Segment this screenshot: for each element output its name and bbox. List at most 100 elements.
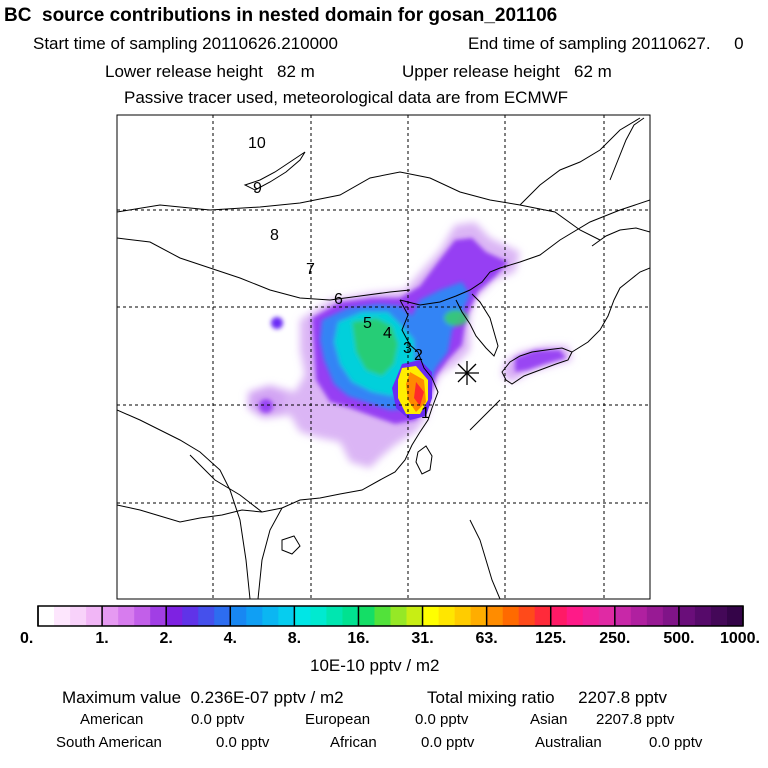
- trajectory-point-1: 1: [421, 405, 430, 422]
- colorbar-segment: [310, 606, 327, 626]
- baikal: [243, 151, 306, 191]
- african-value: 0.0 pptv: [421, 734, 475, 751]
- colorbar-segment: [438, 606, 455, 626]
- colorbar-segment: [646, 606, 664, 626]
- colorbar-segment: [726, 606, 744, 626]
- japan-hokkaido: [591, 227, 650, 247]
- colorbar-segment: [70, 606, 87, 626]
- colorbar-segment: [86, 606, 103, 626]
- south-american-value: 0.0 pptv: [216, 734, 270, 751]
- plume-blob-west: [271, 317, 283, 329]
- end-time-label: End time of sampling 20110627. 0: [468, 34, 744, 53]
- colorbar-segment: [342, 606, 359, 626]
- colorbar-segment: [38, 606, 55, 626]
- trajectory-point-9: 9: [253, 180, 262, 197]
- colorbar-segment: [54, 606, 71, 626]
- colorbar-segment: [150, 606, 167, 626]
- colorbar-tick-label: 2.: [160, 630, 173, 647]
- colorbar-tick-label: 63.: [476, 630, 498, 647]
- colorbar-segment: [374, 606, 391, 626]
- trajectory-point-10: 10: [248, 135, 266, 152]
- vietnam-coast: [257, 507, 283, 599]
- plume-hotspot: [392, 360, 432, 420]
- inner-border: [117, 237, 411, 301]
- colorbar-segment: [678, 606, 696, 626]
- map-frame: [116, 114, 651, 600]
- plume-inner-layer: [320, 282, 470, 410]
- european-value: 0.0 pptv: [415, 711, 469, 728]
- trajectory-point-5: 5: [363, 315, 372, 332]
- colorbar-segment: [710, 606, 728, 626]
- colorbar-tick-labels: 0. 1. 2. 4. 8. 16. 31. 63. 125. 250. 500. 1000.: [20, 630, 760, 647]
- american-label: American: [80, 711, 144, 728]
- colorbar-segment: [294, 606, 311, 626]
- colorbar-segment: [214, 606, 231, 626]
- colorbar-segment: [694, 606, 712, 626]
- colorbar-segment: [422, 606, 439, 626]
- asian-label: Asian: [530, 711, 568, 728]
- plume-japan-mid: [515, 350, 566, 372]
- colorbar-tick-label: 4.: [224, 630, 237, 647]
- china-east-coast: [117, 299, 439, 523]
- upper-release-label: Upper release height 62 m: [402, 62, 612, 81]
- colorbar-segment: [518, 606, 535, 626]
- japan-honshu: [571, 267, 650, 353]
- plume-green: [352, 318, 398, 376]
- colorbar-segment: [550, 606, 568, 626]
- asian-value: 2207.8 pptv: [596, 711, 675, 728]
- philippines: [469, 519, 501, 599]
- japan-kyushu: [501, 347, 573, 385]
- colorbar-segment: [614, 606, 632, 626]
- colorbar-segment: [662, 606, 680, 626]
- colorbar-unit-label: 10E-10 pptv / m2: [310, 656, 440, 675]
- colorbar-segment: [534, 606, 552, 626]
- colorbar-segment: [278, 606, 295, 626]
- african-label: African: [330, 734, 377, 751]
- european-label: European: [305, 711, 371, 728]
- plume-hotspot-red: [414, 382, 424, 406]
- colorbar-segment: [230, 606, 247, 626]
- colorbar-segment: [262, 606, 279, 626]
- plume-blob-sw: [259, 399, 273, 413]
- south-american-label: South American: [56, 734, 162, 751]
- trajectory-point-3: 3: [403, 340, 412, 357]
- map-title: BC source contributions in nested domain…: [4, 5, 558, 26]
- colorbar-tick-label: 1000.: [720, 630, 760, 647]
- colorbar-segment: [470, 606, 487, 626]
- colorbar-segment: [166, 606, 183, 626]
- colorbar-segment: [454, 606, 471, 626]
- trajectory-point-7: 7: [306, 261, 315, 278]
- colorbar-segment: [598, 606, 616, 626]
- colorbar-tick-label: 500.: [663, 630, 694, 647]
- start-time-label: Start time of sampling 20110626.210000: [33, 34, 338, 53]
- colorbar-tick-label: 125.: [535, 630, 566, 647]
- colorbar-segment: [390, 606, 407, 626]
- australian-label: Australian: [535, 734, 602, 751]
- colorbar-segment: [406, 606, 423, 626]
- colorbar-segment: [102, 606, 119, 626]
- korea-peninsula: [455, 293, 499, 357]
- plume-korea-green: [444, 310, 468, 326]
- trajectory-point-6: 6: [334, 291, 343, 308]
- colorbar-tick-label: 8.: [288, 630, 301, 647]
- colorbar-segment: [358, 606, 375, 626]
- maximum-value-text: Maximum value 0.236E-07 pptv / m2: [62, 688, 344, 707]
- colorbar-tick-label: 0.: [20, 630, 33, 647]
- colorbar-segment: [134, 606, 151, 626]
- colorbar-frame: [37, 605, 744, 627]
- lower-release-label: Lower release height 82 m: [105, 62, 315, 81]
- trajectory-point-8: 8: [270, 227, 279, 244]
- taiwan: [415, 445, 433, 475]
- colorbar-segment: [566, 606, 584, 626]
- hainan: [281, 535, 301, 555]
- colorbar-segment: [182, 606, 199, 626]
- colorbar-tick-label: 16.: [347, 630, 369, 647]
- colorbar-segment: [118, 606, 135, 626]
- colorbar-segment: [630, 606, 648, 626]
- australian-value: 0.0 pptv: [649, 734, 703, 751]
- trajectory-point-4: 4: [383, 325, 392, 342]
- indochina: [117, 409, 251, 599]
- graticule: [117, 115, 650, 599]
